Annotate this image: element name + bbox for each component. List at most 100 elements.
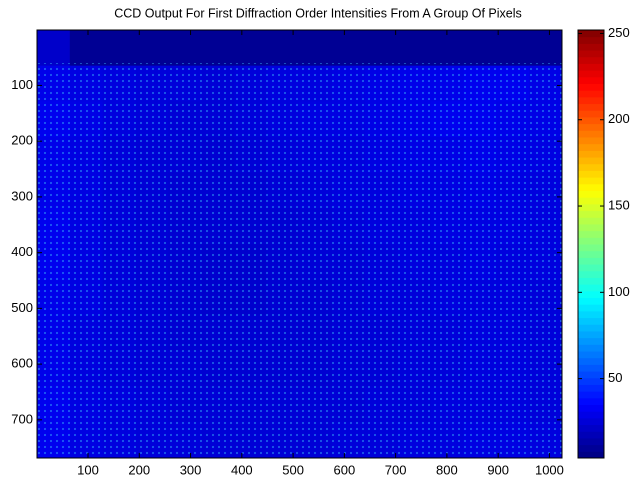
colorbar-swatch	[578, 130, 604, 138]
heatmap-cell	[463, 30, 497, 67]
colorbar-swatch	[578, 357, 604, 365]
colorbar-swatch	[578, 417, 604, 426]
colorbar-swatch	[578, 391, 604, 399]
colorbar-swatch	[578, 244, 604, 252]
colorbar-swatch	[578, 411, 604, 419]
colorbar-swatch	[578, 330, 604, 339]
x-tick-label: 1000	[535, 462, 564, 477]
y-tick-label: 200	[11, 133, 33, 148]
colorbar-swatch	[578, 257, 604, 265]
plot-frame	[36, 29, 563, 459]
colorbar-swatch	[578, 284, 604, 292]
colorbar-swatch	[578, 250, 604, 258]
colorbar-swatch	[578, 431, 604, 439]
heatmap-cell	[102, 30, 136, 67]
colorbar-swatch	[578, 351, 604, 359]
colorbar-swatch	[578, 290, 604, 298]
heatmap-cell	[430, 30, 465, 67]
colorbar-swatch	[578, 197, 604, 205]
colorbar-swatch	[578, 83, 604, 91]
colorbar-swatch	[578, 70, 604, 78]
heatmap-cell	[299, 30, 333, 67]
y-tick-label: 300	[11, 188, 33, 203]
colorbar-swatch	[578, 304, 604, 312]
colorbar-swatch	[578, 123, 604, 131]
colorbar-swatch	[578, 210, 604, 218]
colorbar-swatch	[578, 30, 604, 38]
colorbar-swatch	[578, 237, 604, 245]
colorbar-swatch	[578, 203, 604, 212]
colorbar-swatch	[578, 143, 604, 151]
colorbar-swatch	[578, 56, 604, 64]
y-tick-label: 100	[11, 77, 33, 92]
x-tick-label: 100	[77, 462, 99, 477]
heatmap-cell	[233, 30, 268, 67]
x-tick-label: 200	[128, 462, 150, 477]
colorbar-swatch	[578, 264, 604, 272]
colorbar-swatch	[578, 63, 604, 71]
x-tick-label: 400	[231, 462, 253, 477]
colorbar-swatch	[578, 190, 604, 198]
heatmap-cell	[37, 30, 71, 67]
colorbar-tick-label: 200	[608, 111, 630, 126]
colorbar-swatch	[578, 277, 604, 285]
heatmap-cell	[332, 30, 366, 67]
x-tick-label: 900	[487, 462, 509, 477]
heatmap-cell	[496, 30, 530, 67]
colorbar-swatch	[578, 116, 604, 125]
colorbar-tick-label: 150	[608, 197, 630, 212]
y-tick-label: 700	[11, 411, 33, 426]
colorbar-swatch	[578, 183, 604, 191]
colorbar-swatch	[578, 163, 604, 171]
colorbar-swatch	[578, 397, 604, 405]
colorbar-swatch	[578, 150, 604, 158]
colorbar-swatch	[578, 444, 604, 452]
colorbar-swatch	[578, 230, 604, 238]
colorbar-swatch	[578, 177, 604, 185]
colorbar-swatch	[578, 317, 604, 325]
colorbar-swatch	[578, 217, 604, 225]
x-tick-label: 700	[385, 462, 407, 477]
colorbar-tick-label: 250	[608, 25, 630, 40]
colorbar-swatch	[578, 310, 604, 319]
heatmap-cell	[529, 30, 563, 67]
y-tick-label: 500	[11, 300, 33, 315]
colorbar-swatch	[578, 157, 604, 165]
colorbar-swatch	[578, 384, 604, 392]
chart-title: CCD Output For First Diffraction Order I…	[114, 6, 522, 20]
colorbar-swatch	[578, 377, 604, 385]
y-tick-label: 600	[11, 356, 33, 371]
colorbar-swatch	[578, 371, 604, 379]
colorbar-swatch	[578, 297, 604, 305]
colorbar-tick-label: 100	[608, 284, 630, 299]
x-tick-label: 600	[334, 462, 356, 477]
heatmap-cell	[201, 30, 235, 67]
heatmap-cell	[266, 30, 300, 67]
x-tick-label: 800	[436, 462, 458, 477]
colorbar-swatch	[578, 424, 604, 432]
colorbar-tick-label: 50	[608, 370, 622, 385]
heatmap-cell	[397, 30, 432, 67]
colorbar-swatch	[578, 96, 604, 105]
heatmap-cell	[135, 30, 169, 67]
colorbar-swatch	[578, 404, 604, 412]
x-tick-label: 300	[180, 462, 202, 477]
y-tick-label: 400	[11, 244, 33, 259]
colorbar-swatch	[578, 324, 604, 332]
x-tick-label: 500	[282, 462, 304, 477]
colorbar-swatch	[578, 50, 604, 58]
colorbar-swatch	[578, 451, 604, 459]
colorbar-swatch	[578, 76, 604, 84]
heatmap-cell	[168, 30, 202, 67]
colorbar-swatch	[578, 344, 604, 352]
heatmap-cell	[69, 30, 104, 67]
texture	[37, 63, 562, 458]
colorbar-swatch	[578, 36, 604, 44]
colorbar-swatch	[578, 137, 604, 145]
colorbar-swatch	[578, 43, 604, 51]
colorbar-swatch	[578, 223, 604, 232]
colorbar-frame	[577, 29, 605, 459]
colorbar-swatch	[578, 90, 604, 98]
colorbar-swatch	[578, 337, 604, 345]
